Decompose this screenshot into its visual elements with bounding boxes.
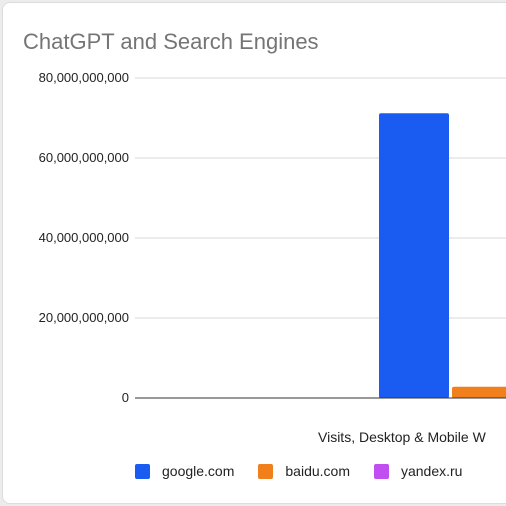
category-label: Visits, Desktop & Mobile W [318, 429, 487, 445]
y-tick-label: 80,000,000,000 [39, 70, 129, 85]
y-tick-label: 0 [122, 390, 129, 405]
legend-swatch-google [135, 463, 150, 479]
legend-label-yandex: yandex.ru [400, 463, 463, 479]
legend-item-baidu[interactable]: baidu.com [258, 463, 350, 479]
y-tick-label: 40,000,000,000 [39, 230, 129, 245]
chart-title: ChatGPT and Search Engines [23, 29, 319, 54]
legend-item-yandex[interactable]: yandex.ru [373, 463, 463, 479]
legend: google.com baidu.com yandex.ru [135, 463, 486, 479]
bar-google[interactable] [379, 113, 449, 398]
bar-chart: 80,000,000,000 60,000,000,000 40,000,000,0… [39, 70, 506, 445]
y-tick-label: 60,000,000,000 [39, 150, 129, 165]
legend-item-google[interactable]: google.com [135, 463, 234, 479]
bar-baidu[interactable] [452, 386, 506, 398]
legend-label-baidu: baidu.com [285, 463, 350, 479]
gridlines [135, 77, 506, 319]
y-axis-ticks: 80,000,000,000 60,000,000,000 40,000,000,0… [39, 70, 129, 405]
legend-label-google: google.com [162, 463, 235, 479]
bars [379, 113, 506, 398]
legend-swatch-baidu [258, 463, 274, 479]
y-tick-label: 20,000,000,000 [39, 310, 129, 325]
legend-swatch-yandex [373, 463, 389, 479]
